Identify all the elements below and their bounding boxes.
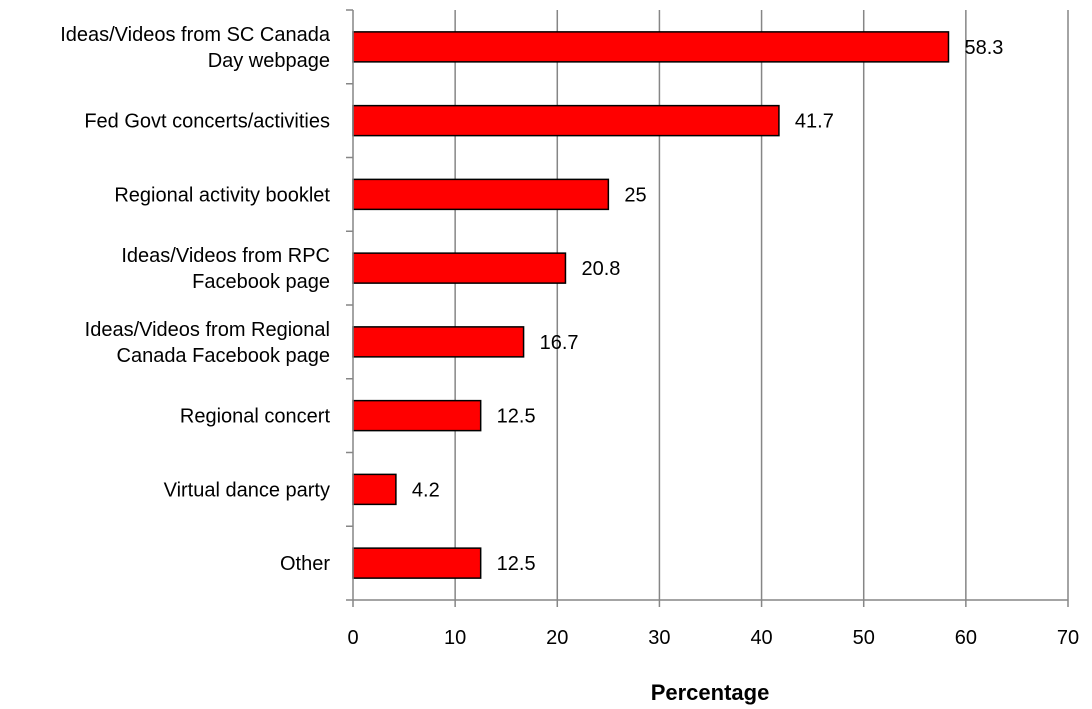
bar <box>352 473 397 506</box>
data-label: 4.2 <box>412 479 440 501</box>
category-label-line: Other <box>280 553 330 575</box>
x-tick-label: 40 <box>750 627 772 649</box>
category-label-line: Canada Facebook page <box>117 345 331 367</box>
category-label-line: Day webpage <box>208 50 330 72</box>
bar <box>352 399 482 432</box>
x-axis-title: Percentage <box>651 680 770 705</box>
category-label-line: Facebook page <box>192 271 330 293</box>
bar <box>352 104 780 137</box>
bar <box>352 252 567 284</box>
x-tick-label: 0 <box>347 627 358 649</box>
category-label-line: Ideas/Videos from Regional <box>85 319 330 341</box>
x-tick-label: 10 <box>444 627 466 649</box>
category-label: Fed Govt concerts/activities <box>84 111 330 133</box>
x-tick-label: 50 <box>853 627 875 649</box>
category-label-line: Ideas/Videos from RPC <box>121 245 330 267</box>
data-label: 25 <box>624 184 646 206</box>
bar <box>352 31 950 63</box>
category-label: Regional concert <box>180 406 331 428</box>
data-label: 20.8 <box>581 258 620 280</box>
x-tick-label: 70 <box>1057 627 1079 649</box>
x-tick-label: 30 <box>648 627 670 649</box>
bar <box>352 547 482 579</box>
category-label-line: Ideas/Videos from SC Canada <box>60 24 331 46</box>
category-label-line: Virtual dance party <box>164 479 330 501</box>
category-label-line: Regional activity booklet <box>114 184 330 206</box>
category-label: Regional activity booklet <box>114 184 330 206</box>
category-label: Ideas/Videos from RPC Facebook page <box>121 245 330 293</box>
category-label: Other <box>280 553 330 575</box>
category-label: Ideas/Videos from Regional Canada Faceboo… <box>85 319 330 367</box>
category-label-line: Regional concert <box>180 406 331 428</box>
x-tick-label: 60 <box>955 627 977 649</box>
data-label: 41.7 <box>795 111 834 133</box>
x-tick-labels: 0 10 20 30 40 50 60 70 <box>347 627 1079 649</box>
x-tick-label: 20 <box>546 627 568 649</box>
bars <box>352 31 950 579</box>
data-labels: 58.3 41.7 25 20.8 16.7 12.5 4.2 12.5 <box>412 37 1004 575</box>
category-labels: Ideas/Videos from SC Canada Day webpage Fe… <box>60 24 331 575</box>
category-label: Virtual dance party <box>164 479 330 501</box>
data-label: 58.3 <box>964 37 1003 59</box>
bar <box>352 178 610 211</box>
data-label: 16.7 <box>540 332 579 354</box>
category-label-line: Fed Govt concerts/activities <box>84 111 330 133</box>
category-label: Ideas/Videos from SC Canada Day webpage <box>60 24 331 72</box>
data-label: 12.5 <box>497 553 536 575</box>
gridlines <box>454 10 1069 600</box>
bar <box>352 326 525 358</box>
axes <box>346 9 1069 607</box>
data-label: 12.5 <box>497 406 536 428</box>
